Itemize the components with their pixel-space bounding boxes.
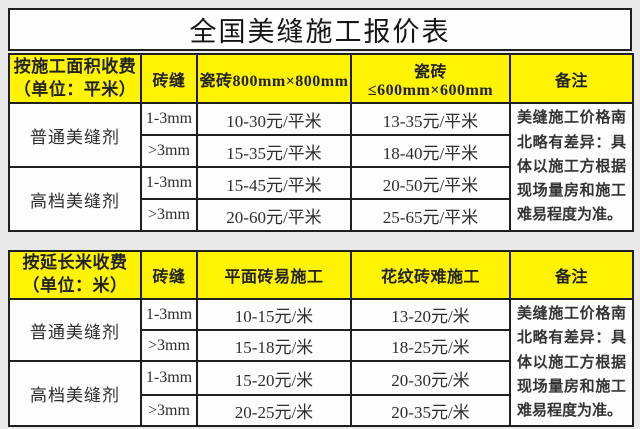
column-header-tile-800: 瓷砖800mm×800mm bbox=[196, 53, 352, 104]
price-cell: 20-30元/米 bbox=[350, 359, 511, 397]
price-cell: 15-35元/平米 bbox=[196, 134, 352, 168]
column-header-remark: 备注 bbox=[509, 250, 634, 300]
price-cell: 10-30元/平米 bbox=[196, 102, 352, 136]
price-cell: 20-35元/米 bbox=[350, 394, 511, 428]
table-row: >3mm 15-18元/米 18-25元/米 bbox=[9, 329, 633, 362]
table-row: 高档美缝剂 1-3mm 15-45元/平米 20-50元/平米 bbox=[8, 166, 633, 232]
column-header-category: 按延长米收费 （单位：米） bbox=[8, 250, 142, 300]
price-cell: 20-60元/平米 bbox=[196, 198, 352, 232]
category-header-line1: 按延长米收费 bbox=[22, 253, 128, 273]
table-row: 普通美缝剂 1-3mm 10-30元/平米 13-35元/平米 美缝施工价格南北… bbox=[8, 102, 634, 232]
category-header-line1: 按施工面积收费 bbox=[13, 56, 137, 76]
product-category-cell: 高档美缝剂 bbox=[8, 166, 142, 232]
seam-width-cell: 1-3mm bbox=[140, 166, 198, 200]
column-header-seam: 砖缝 bbox=[140, 53, 198, 104]
remarks-cell: 美缝施工价格南北略有差异：具体以施工方根据现场量房和施工难易程度为准。 bbox=[509, 102, 634, 232]
column-header-patterned-tile: 花纹砖难施工 bbox=[350, 250, 511, 300]
table-row: >3mm 15-35元/平米 18-40元/平米 bbox=[9, 134, 633, 168]
price-cell: 20-50元/平米 bbox=[350, 166, 511, 200]
table-header-row: 按施工面积收费 （单位：平米） 砖缝 瓷砖800mm×800mm 瓷砖≤600m… bbox=[8, 53, 634, 104]
price-cell: 18-25元/米 bbox=[350, 329, 511, 362]
column-header-tile-600: 瓷砖≤600mm×600mm bbox=[350, 53, 511, 104]
seam-width-cell: 1-3mm bbox=[140, 102, 198, 136]
table-row: 普通美缝剂 1-3mm 10-15元/米 13-20元/米 美缝施工价格南北略有… bbox=[8, 297, 634, 428]
area-pricing-table: 按施工面积收费 （单位：平米） 砖缝 瓷砖800mm×800mm 瓷砖≤600m… bbox=[8, 53, 634, 232]
product-category-cell: 普通美缝剂 bbox=[8, 298, 142, 362]
seam-width-cell: >3mm bbox=[140, 394, 198, 428]
table-header-row: 按延长米收费 （单位：米） 砖缝 平面砖易施工 花纹砖难施工 备注 bbox=[8, 250, 634, 300]
price-cell: 20-25元/米 bbox=[196, 394, 352, 428]
page-title: 全国美缝施工报价表 bbox=[8, 8, 632, 51]
price-cell: 15-45元/平米 bbox=[196, 166, 352, 200]
product-category-cell: 普通美缝剂 bbox=[8, 102, 142, 168]
price-cell: 25-65元/平米 bbox=[350, 198, 511, 232]
seam-width-cell: 1-3mm bbox=[140, 359, 198, 397]
column-header-category: 按施工面积收费 （单位：平米） bbox=[8, 53, 142, 104]
seam-width-cell: >3mm bbox=[140, 198, 198, 232]
column-header-seam: 砖缝 bbox=[140, 250, 198, 300]
table-row: 高档美缝剂 1-3mm 15-20元/米 20-30元/米 bbox=[8, 359, 633, 428]
price-cell: 15-18元/米 bbox=[196, 329, 352, 362]
remarks-cell: 美缝施工价格南北略有差异：具体以施工方根据现场量房和施工难易程度为准。 bbox=[509, 297, 634, 428]
price-cell: 13-35元/平米 bbox=[350, 102, 511, 136]
price-cell: 10-15元/米 bbox=[196, 298, 352, 331]
column-header-remark: 备注 bbox=[509, 53, 634, 104]
table-row: >3mm 20-25元/米 20-35元/米 bbox=[9, 394, 633, 428]
linear-meter-pricing-table: 按延长米收费 （单位：米） 砖缝 平面砖易施工 花纹砖难施工 备注 普通美缝剂 … bbox=[8, 250, 634, 428]
seam-width-cell: >3mm bbox=[140, 329, 198, 362]
product-category-cell: 高档美缝剂 bbox=[8, 359, 142, 428]
price-cell: 15-20元/米 bbox=[196, 359, 352, 397]
category-header-line2: （单位：平米） bbox=[13, 79, 137, 99]
price-cell: 18-40元/平米 bbox=[350, 134, 511, 168]
price-cell: 13-20元/米 bbox=[350, 298, 511, 331]
table-row: >3mm 20-60元/平米 25-65元/平米 bbox=[9, 198, 633, 232]
seam-width-cell: >3mm bbox=[140, 134, 198, 168]
column-header-flat-tile: 平面砖易施工 bbox=[196, 250, 352, 300]
category-header-line2: （单位：米） bbox=[22, 276, 128, 295]
seam-width-cell: 1-3mm bbox=[140, 298, 198, 331]
